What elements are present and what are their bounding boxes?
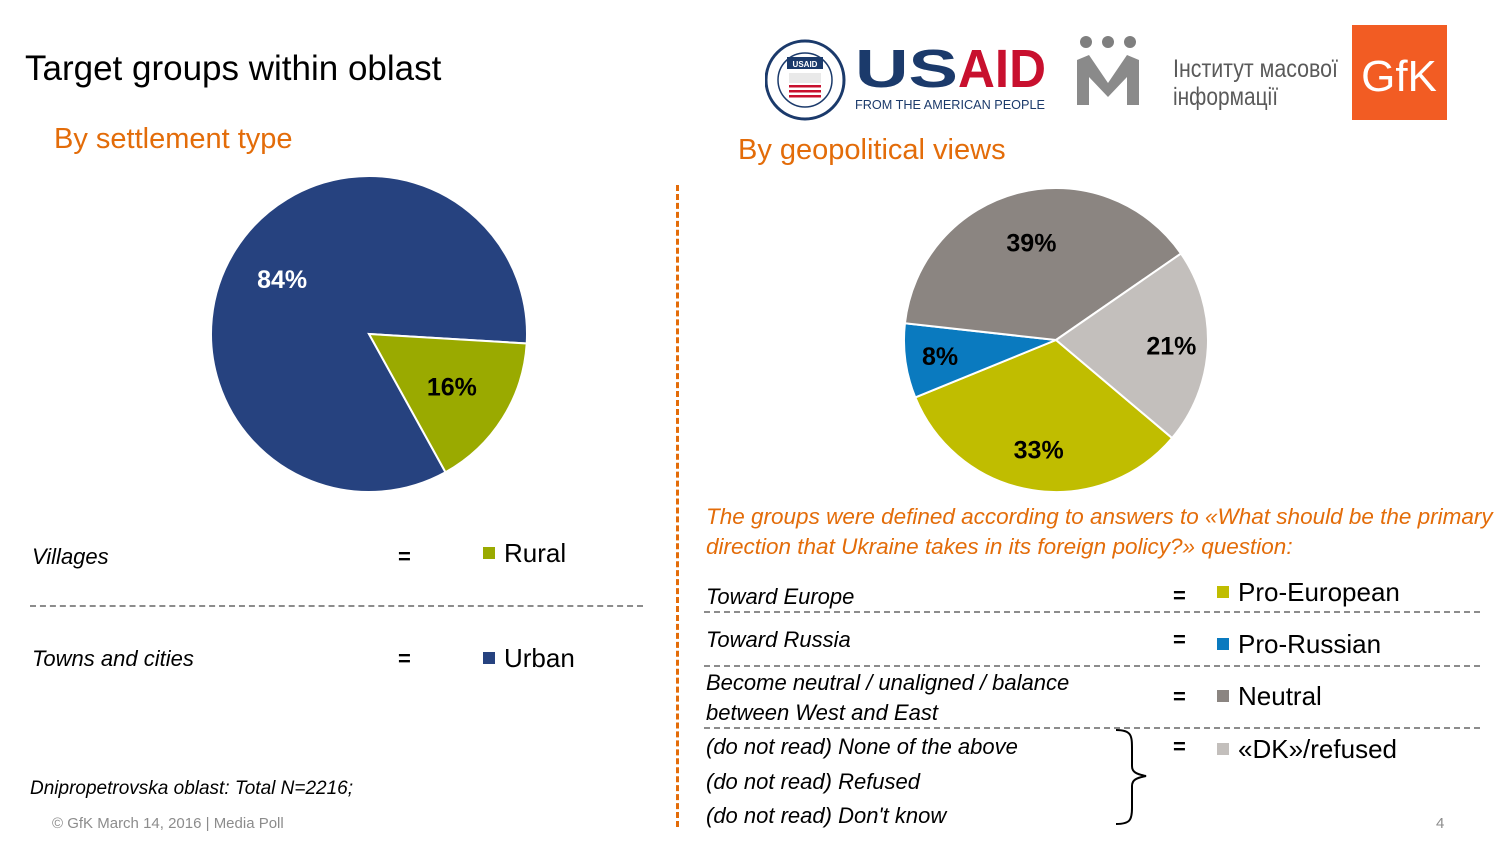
geopolitical-pie-chart: 33% 8% 39% 21% — [903, 187, 1209, 493]
legend-rural-label: Rural — [504, 538, 567, 568]
left-subtitle: By settlement type — [54, 123, 293, 155]
legend-pro-european: Pro-European — [1217, 576, 1400, 608]
row-separator — [704, 611, 1480, 613]
legend-rural: Rural — [483, 537, 566, 569]
pro-russian-swatch — [1217, 638, 1229, 650]
legend-pro-russian-label: Pro-Russian — [1238, 629, 1382, 659]
neutral-text-line1: Become neutral / unaligned / balance — [706, 670, 1070, 695]
equals-sign: = — [1173, 684, 1186, 709]
equals-sign: = — [1173, 583, 1186, 608]
usaid-logo: USAID US AID FROM THE AMERICAN PEOPLE — [765, 39, 1046, 121]
page-number: 4 — [1436, 815, 1445, 832]
gfk-wordmark: GfK — [1361, 52, 1437, 101]
pie-slice-pro-european — [913, 338, 1174, 493]
urban-swatch — [483, 652, 495, 664]
pie-slice-neutral — [903, 187, 1183, 342]
legend-pro-russian: Pro-Russian — [1217, 628, 1381, 660]
pie-slice-rural — [367, 332, 528, 474]
data-label: 16% — [427, 373, 477, 401]
toward-russia-text: Toward Russia — [706, 627, 851, 652]
legend-urban: Urban — [483, 642, 575, 674]
seal-inner-text: USAID — [793, 60, 818, 69]
sponsor-logos: USAID US AID FROM THE AMERICAN PEOPLE Ін… — [765, 25, 1447, 121]
legend-neutral-label: Neutral — [1238, 681, 1322, 711]
right-subtitle: By geopolitical views — [738, 134, 1006, 166]
neutral-text-line2: between West and East — [706, 700, 938, 725]
row-separator — [704, 665, 1480, 667]
data-label: 39% — [1006, 230, 1056, 258]
legend-neutral: Neutral — [1217, 680, 1322, 712]
usaid-wordmark-blue: US — [855, 39, 958, 99]
imi-logo: Інститут масової інформації — [1077, 36, 1338, 111]
dk-swatch — [1217, 743, 1229, 755]
rural-swatch — [483, 547, 495, 559]
definition-note: The groups were defined according to ans… — [706, 504, 1493, 559]
legend-dk-refused: «DK»/refused — [1217, 733, 1397, 765]
row-separator — [704, 727, 1480, 729]
gfk-logo: GfK — [1352, 25, 1447, 120]
usaid-wordmark-red: AID — [958, 39, 1046, 99]
usaid-tagline: FROM THE AMERICAN PEOPLE — [855, 97, 1045, 112]
section-divider — [676, 185, 679, 827]
neutral-swatch — [1217, 690, 1229, 702]
row-separator — [30, 605, 643, 607]
equals-sign: = — [1173, 734, 1186, 759]
equals-sign: = — [1173, 627, 1186, 652]
pie-slice-dk-refused — [1054, 252, 1209, 440]
brace-icon — [1115, 729, 1147, 825]
footer-copyright: © GfK March 14, 2016 | Media Poll — [52, 815, 284, 832]
data-label: 21% — [1146, 333, 1196, 361]
imi-line1: Інститут масової — [1173, 55, 1338, 83]
equals-sign: = — [398, 544, 411, 569]
legend-pro-european-label: Pro-European — [1238, 577, 1400, 607]
sample-base-note: Dnipropetrovska oblast: Total N=2216; — [30, 778, 354, 799]
dk-none-text: (do not read) None of the above — [706, 734, 1018, 759]
pro-european-swatch — [1217, 586, 1229, 598]
toward-europe-text: Toward Europe — [706, 584, 855, 609]
settlement-pie-chart: 84% 16% — [210, 175, 528, 493]
towns-text: Towns and cities — [32, 646, 194, 671]
dk-refused-text: (do not read) Refused — [706, 769, 921, 794]
data-label: 33% — [1014, 437, 1064, 465]
villages-text: Villages — [32, 544, 109, 569]
dk-dont-know-text: (do not read) Don't know — [706, 803, 947, 828]
legend-dk-refused-label: «DK»/refused — [1238, 734, 1397, 764]
equals-sign: = — [398, 646, 411, 671]
data-label: 84% — [257, 266, 307, 294]
legend-urban-label: Urban — [504, 643, 575, 673]
imi-line2: інформації — [1173, 83, 1278, 111]
data-label: 8% — [922, 343, 958, 371]
page-title: Target groups within oblast — [25, 49, 442, 88]
